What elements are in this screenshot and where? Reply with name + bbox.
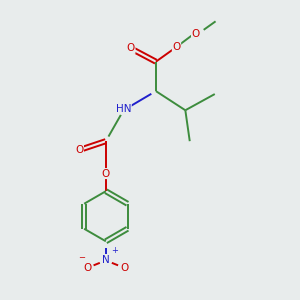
Text: O: O (172, 42, 181, 52)
Text: O: O (127, 44, 135, 53)
Text: HN: HN (116, 104, 131, 114)
Text: O: O (191, 29, 200, 39)
Text: O: O (83, 263, 92, 273)
Text: N: N (102, 255, 110, 266)
Text: −: − (78, 254, 85, 262)
Text: O: O (120, 263, 128, 273)
Text: +: + (111, 246, 118, 255)
Text: O: O (75, 145, 83, 155)
Text: O: O (102, 169, 110, 178)
